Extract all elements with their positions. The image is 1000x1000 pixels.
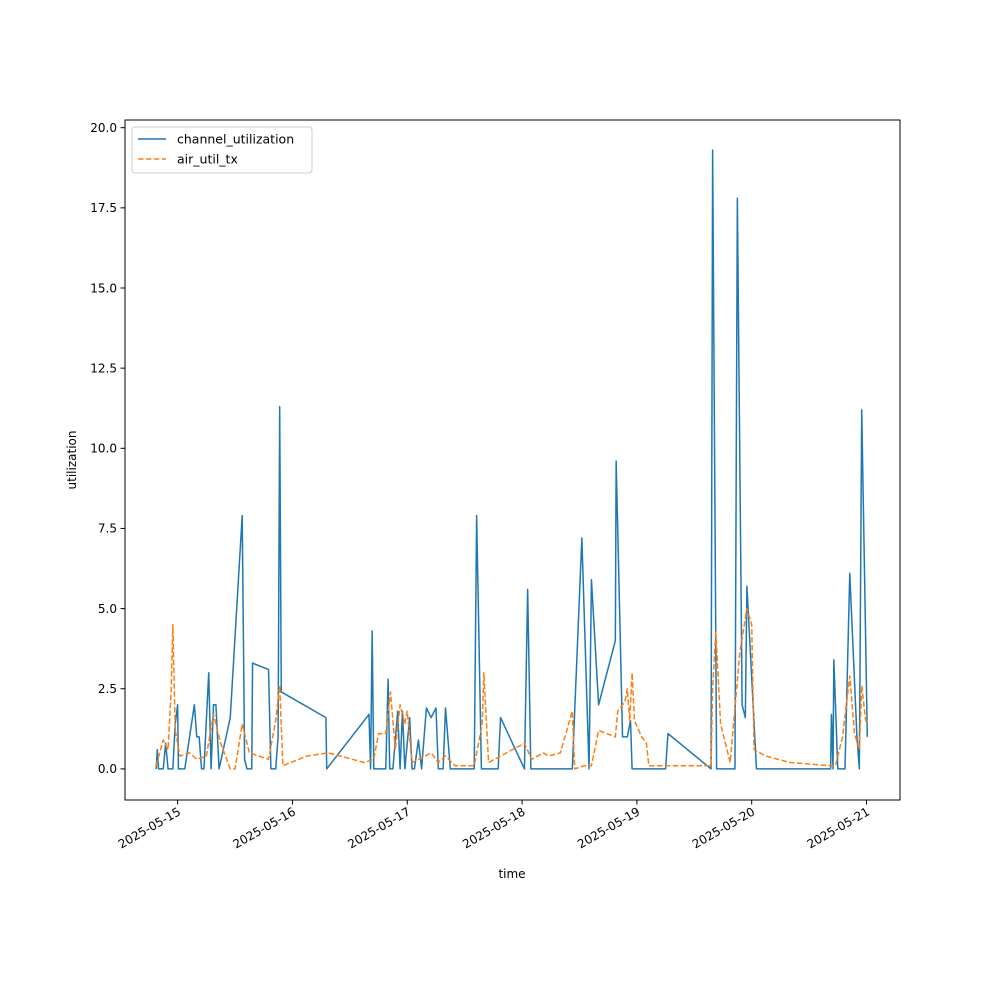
x-tick-label: 2025-05-18 — [460, 804, 527, 851]
x-axis: 2025-05-15 2025-05-16 2025-05-17 2025-05-18… — [116, 800, 872, 851]
x-tick-label: 2025-05-20 — [690, 804, 757, 851]
x-tick-label: 2025-05-21 — [805, 804, 872, 851]
y-tick-label: 2.5 — [98, 682, 117, 696]
y-tick-label: 7.5 — [98, 522, 117, 536]
y-tick-label: 0.0 — [98, 762, 117, 776]
legend-label-air-util-tx: air_util_tx — [177, 152, 238, 167]
x-tick-label: 2025-05-17 — [345, 804, 412, 851]
series-line-channel-utilization — [155, 149, 869, 770]
y-axis: 0.0 2.5 5.0 7.5 10.0 12.5 15.0 17.5 20.0 — [90, 121, 125, 776]
y-tick-label: 17.5 — [90, 201, 117, 215]
y-tick-label: 12.5 — [90, 361, 117, 375]
legend: channel_utilization air_util_tx — [131, 126, 313, 174]
x-tick-label: 2025-05-16 — [231, 804, 298, 851]
x-tick-label: 2025-05-19 — [575, 804, 642, 851]
series-line-air-util-tx — [155, 607, 868, 770]
y-tick-label: 5.0 — [98, 602, 117, 616]
x-tick-label: 2025-05-15 — [116, 804, 183, 851]
y-tick-label: 15.0 — [90, 281, 117, 295]
y-tick-label: 20.0 — [90, 121, 117, 135]
y-tick-label: 10.0 — [90, 442, 117, 456]
y-axis-label: utilization — [65, 431, 79, 490]
plot-frame — [124, 119, 901, 801]
x-axis-label: time — [498, 867, 525, 881]
legend-label-channel-utilization: channel_utilization — [177, 132, 294, 147]
legend-box — [131, 126, 313, 174]
plot-series — [155, 149, 869, 770]
